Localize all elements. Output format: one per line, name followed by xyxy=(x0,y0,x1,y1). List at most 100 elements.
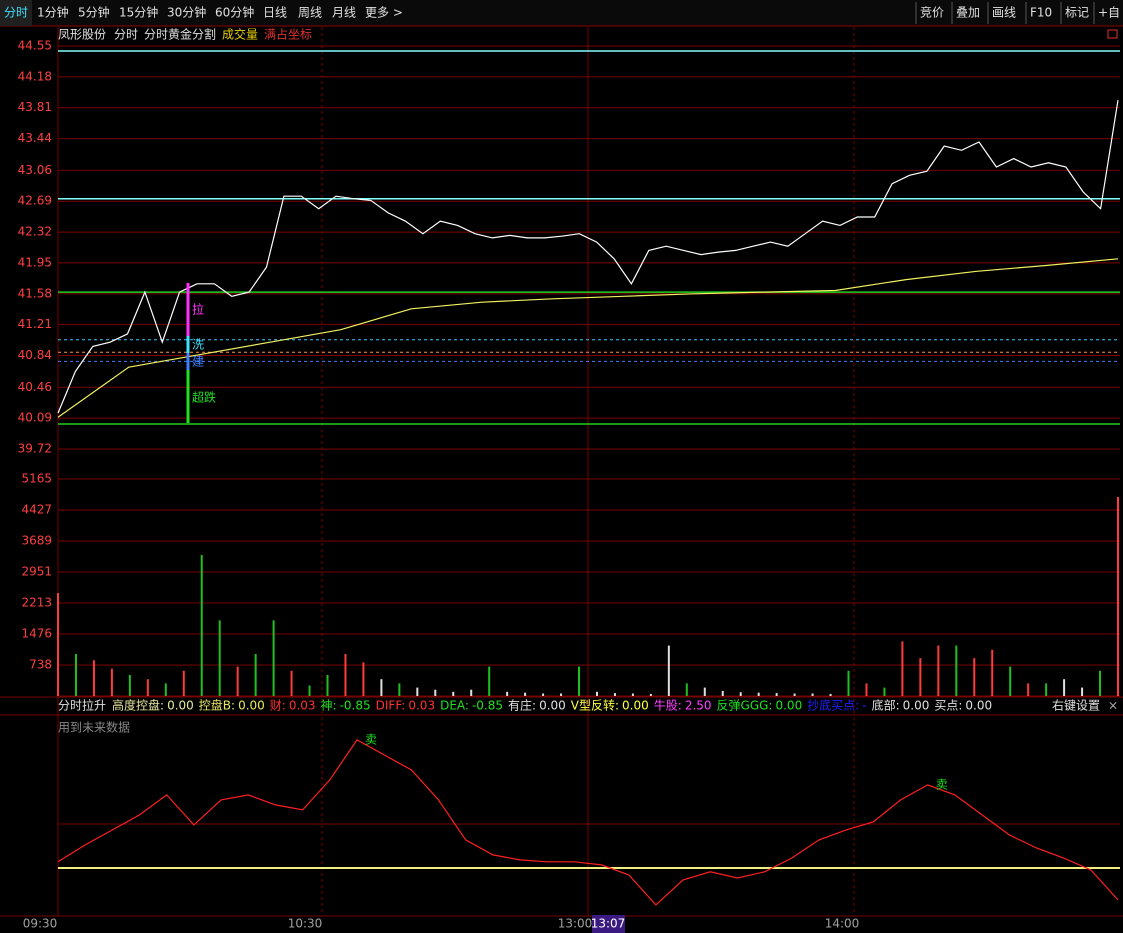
volume-bar xyxy=(416,687,419,696)
toolbar-button[interactable]: 叠加 xyxy=(956,6,980,20)
price-tick-label: 40.84 xyxy=(18,348,52,362)
signal-label: 超跌 xyxy=(192,390,216,405)
volume-bar xyxy=(57,593,59,696)
time-label: 14:00 xyxy=(825,917,860,931)
timeframe-tab[interactable]: 更多 > xyxy=(365,6,403,20)
volume-bar xyxy=(829,693,832,696)
volume-bar xyxy=(290,670,293,696)
toolbar-button[interactable]: F10 xyxy=(1030,6,1052,20)
indicator-line xyxy=(57,739,1119,906)
settings-button[interactable]: 右键设置 xyxy=(1052,698,1100,713)
volume-bar xyxy=(1117,496,1119,696)
indicator-value: 0.00 xyxy=(167,699,194,713)
price-tick-label: 43.44 xyxy=(18,131,52,145)
volume-bar xyxy=(631,693,634,696)
toolbar-button[interactable]: 画线 xyxy=(992,6,1016,20)
volume-bar xyxy=(128,674,131,696)
indicator-value: 2.50 xyxy=(685,699,712,713)
signal-label: 建 xyxy=(192,355,204,369)
volume-bar xyxy=(667,645,670,696)
timeframe-tab[interactable]: 分时 xyxy=(4,6,28,20)
indicator-value: 0.00 xyxy=(903,699,930,713)
header-item: 分时黄金分割 xyxy=(144,27,216,42)
volume-bar xyxy=(434,689,437,696)
price-tick-label: 40.46 xyxy=(18,380,52,394)
time-label: 09:30 xyxy=(23,917,58,931)
volume-bar xyxy=(739,692,742,696)
signal-bar xyxy=(186,370,190,423)
indicator-label: 买点: xyxy=(934,699,962,713)
indicator-label: 控盘B: xyxy=(199,698,235,713)
volume-tick-label: 738 xyxy=(29,657,52,671)
volume-bar xyxy=(362,662,365,696)
volume-bar xyxy=(236,666,239,696)
volume-bar xyxy=(578,666,581,696)
volume-bar xyxy=(272,620,275,696)
stock-name: 凤形股份 xyxy=(58,28,106,42)
volume-bar xyxy=(380,679,383,696)
price-tick-label: 41.95 xyxy=(18,255,52,269)
volume-bar xyxy=(649,693,652,696)
signal-bar xyxy=(186,336,190,353)
indicator-value: 0.00 xyxy=(539,699,566,713)
volume-bar xyxy=(164,683,167,696)
volume-bar xyxy=(560,693,563,696)
volume-tick-label: 2213 xyxy=(21,596,52,610)
volume-bar xyxy=(1027,683,1030,696)
indicator-value: 0.03 xyxy=(289,699,316,713)
volume-bar xyxy=(847,670,850,696)
volume-bar xyxy=(775,693,778,696)
header-item: 成交量 xyxy=(222,27,258,42)
volume-bar xyxy=(92,660,95,696)
indicator-label: 反弹GGG: xyxy=(717,699,773,713)
toolbar-button[interactable]: 竞价 xyxy=(920,6,944,20)
signal-bar xyxy=(186,283,190,336)
timeframe-tab[interactable]: 30分钟 xyxy=(167,5,206,20)
volume-bar xyxy=(901,641,904,696)
volume-bar xyxy=(254,653,257,696)
maximize-icon xyxy=(1107,29,1118,39)
volume-tick-label: 5165 xyxy=(21,472,52,486)
toolbar-bg xyxy=(0,0,1123,26)
timeframe-tab[interactable]: 月线 xyxy=(332,6,356,20)
cursor-time: 13:07 xyxy=(591,917,626,931)
price-tick-label: 42.69 xyxy=(18,194,52,208)
indicator-note: 用到未来数据 xyxy=(58,720,130,735)
timeframe-tab[interactable]: 周线 xyxy=(298,6,322,20)
timeframe-tab[interactable]: 日线 xyxy=(263,6,287,20)
timeframe-tab[interactable]: 60分钟 xyxy=(215,5,254,20)
volume-tick-label: 1476 xyxy=(21,626,52,640)
toolbar-button[interactable]: 标记 xyxy=(1065,6,1089,20)
volume-bar xyxy=(506,691,509,696)
volume-bar xyxy=(919,658,922,696)
price-tick-label: 44.55 xyxy=(18,39,52,53)
toolbar-button[interactable]: +自 xyxy=(1098,6,1120,20)
price-tick-label: 40.09 xyxy=(18,411,52,425)
signal-label: 洗 xyxy=(192,338,204,352)
close-button[interactable]: × xyxy=(1108,699,1118,713)
price-tick-label: 44.18 xyxy=(18,69,52,83)
volume-bar xyxy=(811,693,814,696)
timeframe-tab[interactable]: 15分钟 xyxy=(119,5,158,20)
sell-signal: 卖 xyxy=(365,732,377,746)
indicator-value: -0.85 xyxy=(340,699,371,713)
indicator-label: 高度控盘: xyxy=(112,698,164,713)
header-item: 分时 xyxy=(114,28,138,42)
price-tick-label: 43.06 xyxy=(18,163,52,177)
volume-bar xyxy=(326,674,329,696)
timeframe-tab[interactable]: 1分钟 xyxy=(37,5,69,20)
volume-bar xyxy=(398,683,401,696)
indicator-label: DEA: xyxy=(440,699,469,713)
signal-bar xyxy=(186,353,190,370)
header-item: 满占坐标 xyxy=(264,27,312,42)
volume-bar xyxy=(74,653,77,696)
price-line xyxy=(57,100,1119,414)
volume-bar xyxy=(613,693,616,696)
indicator-label: DIFF: xyxy=(376,699,406,713)
cursor-time-bg xyxy=(592,915,625,933)
timeframe-tab[interactable]: 5分钟 xyxy=(78,5,110,20)
volume-bar xyxy=(1081,687,1084,696)
indicator-value: 0.00 xyxy=(775,699,802,713)
